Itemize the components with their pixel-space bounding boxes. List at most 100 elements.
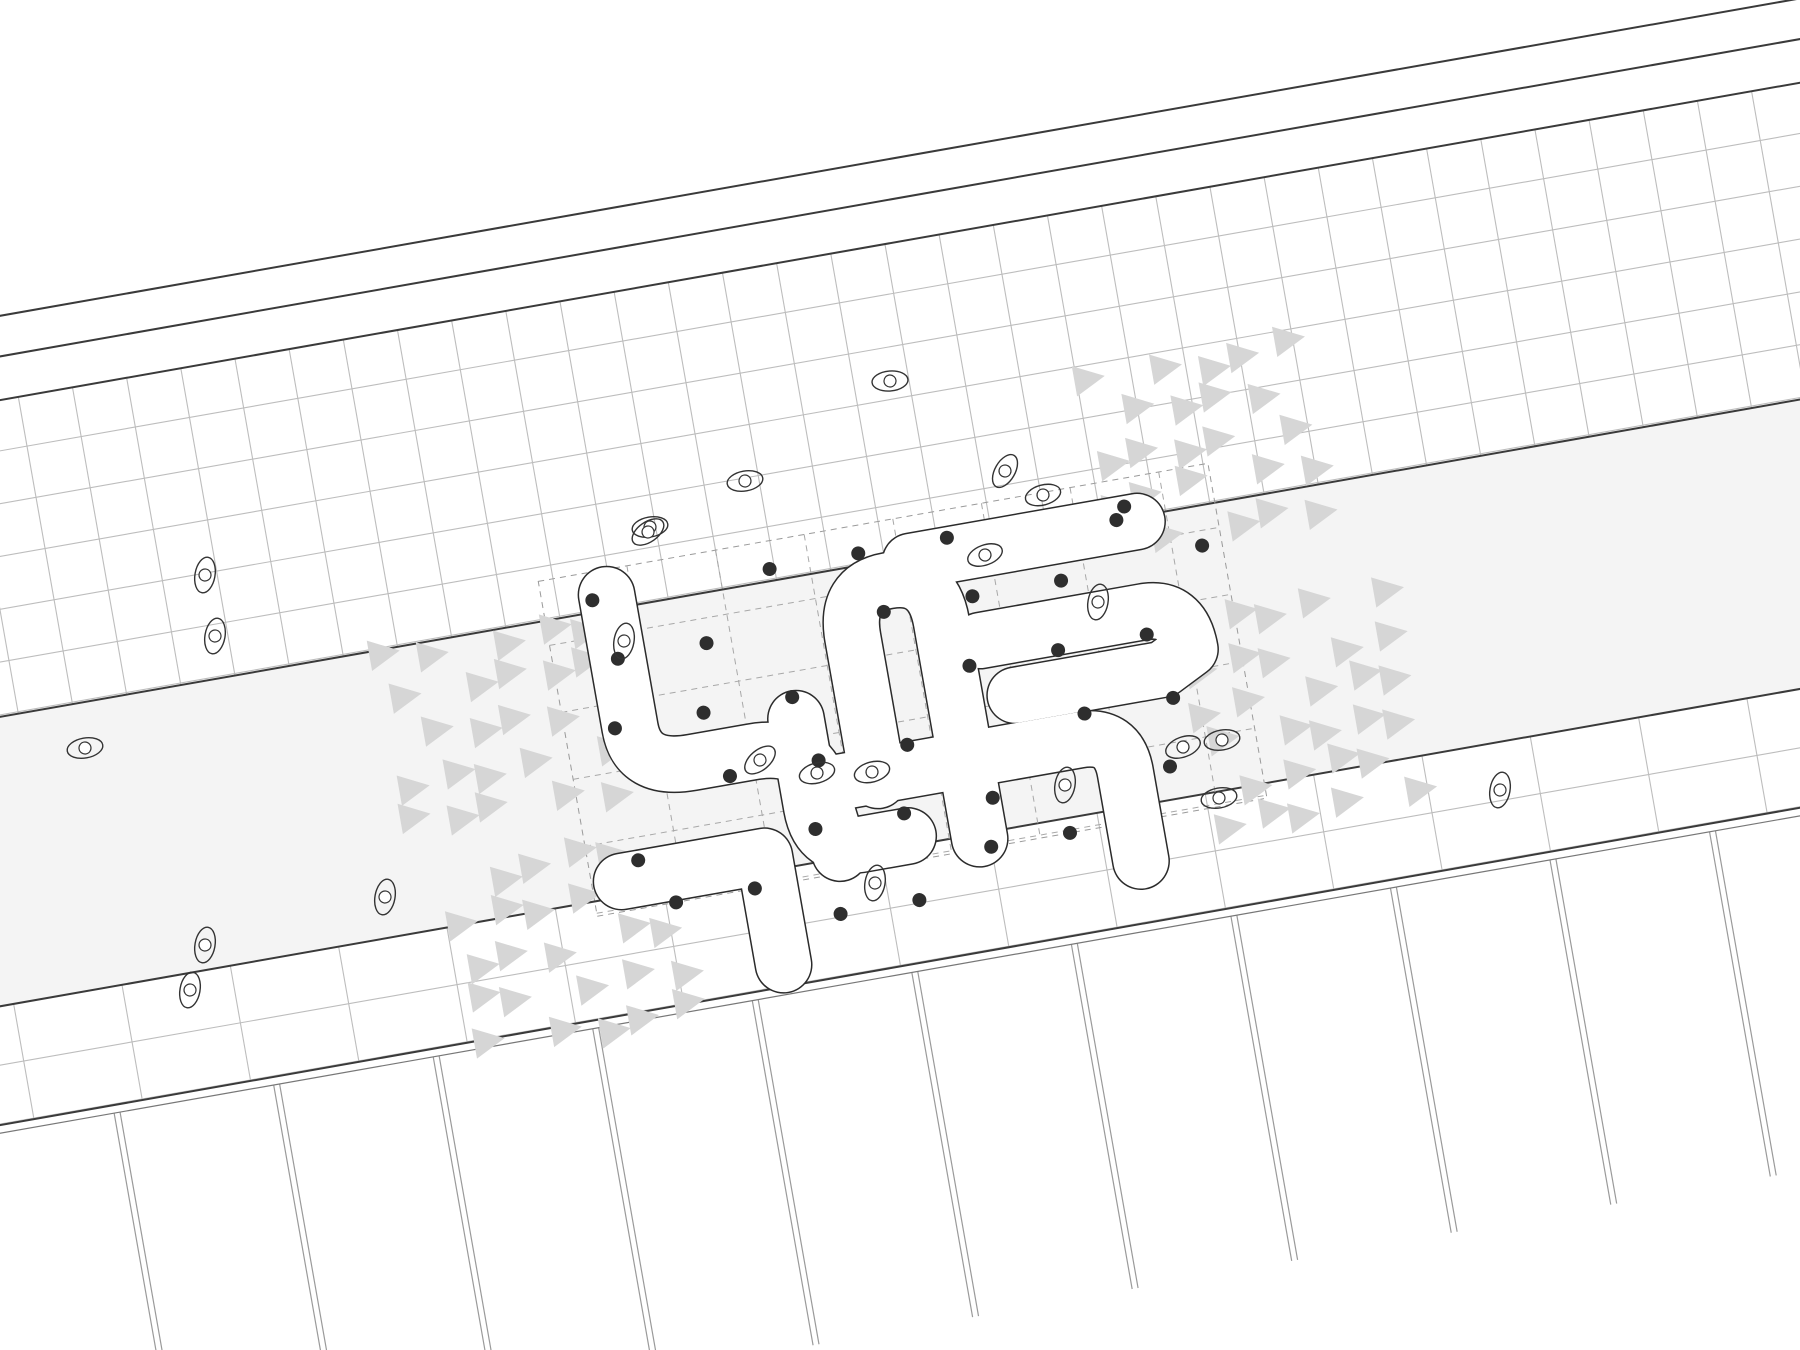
flow-arrow: [1286, 803, 1320, 834]
post-marker: [1077, 706, 1092, 721]
post-marker: [785, 690, 800, 705]
paver-joint: [1638, 717, 1660, 833]
pedestrian-icon: [798, 761, 836, 785]
paver-joint: [17, 396, 74, 705]
paver-joint: [1751, 91, 1800, 399]
flow-arrow: [474, 792, 508, 823]
flow-arrow: [1352, 704, 1386, 735]
paver-joint: [342, 339, 399, 647]
flow-arrow: [1197, 356, 1231, 387]
flow-arrow: [1121, 393, 1155, 425]
flow-arrow: [1279, 414, 1313, 446]
flow-arrow: [563, 837, 597, 868]
flow-arrow: [1374, 621, 1408, 652]
paver-joint: [1204, 793, 1227, 910]
paver-joint: [1313, 774, 1335, 891]
flow-arrow: [1198, 382, 1232, 413]
post-marker: [762, 562, 777, 577]
colonnade-line: [432, 1056, 495, 1350]
colonnade-line: [1236, 915, 1299, 1260]
flow-arrow: [1226, 342, 1260, 374]
paver-joint: [121, 984, 143, 1101]
flow-arrow: [522, 899, 556, 930]
post-marker: [631, 853, 646, 868]
pedestrian-icon: [66, 736, 104, 760]
flow-arrow: [1300, 455, 1334, 487]
flow-arrow: [467, 982, 501, 1013]
flow-arrow: [1279, 715, 1313, 746]
paver-joint: [71, 387, 128, 695]
flow-arrow: [1228, 643, 1262, 674]
colonnade-line: [1395, 886, 1458, 1232]
flow-arrow: [518, 853, 552, 884]
paver-joint: [505, 310, 561, 619]
colonnade-line: [592, 1028, 655, 1350]
flow-arrow: [551, 780, 585, 811]
post-marker: [607, 721, 622, 736]
paver-joint: [396, 329, 453, 638]
flow-arrow: [471, 1028, 505, 1059]
flow-arrow: [567, 883, 601, 914]
flow-arrow: [465, 671, 499, 703]
flow-arrow: [466, 954, 500, 985]
paver-joint: [667, 282, 724, 590]
paver-joint: [288, 349, 344, 657]
paver-joint: [1101, 205, 1157, 514]
post-marker: [1117, 499, 1132, 514]
paver-joint: [559, 301, 615, 609]
post-marker: [984, 839, 999, 854]
post-marker: [808, 822, 823, 837]
flow-arrow: [543, 942, 577, 973]
paver-joint: [1534, 129, 1590, 437]
paver-joint: [830, 253, 886, 561]
post-marker: [985, 790, 1000, 805]
flow-arrow: [489, 866, 523, 898]
pedestrian-walkway: [0, 266, 1800, 1138]
flow-arrow: [1370, 577, 1405, 608]
flow-arrow: [446, 805, 480, 836]
pedestrian-flow-arrows: [366, 326, 1438, 1059]
pedestrian-icon: [853, 760, 891, 784]
flow-arrow: [397, 803, 431, 835]
colonnade-line: [1389, 887, 1452, 1233]
colonnade-line: [278, 1083, 341, 1350]
paver-joint: [0, 603, 1800, 1196]
paver-joint: [1371, 158, 1428, 466]
post-marker: [1162, 759, 1177, 774]
flow-arrow: [1382, 709, 1416, 740]
pedestrian-icon: [991, 453, 1019, 489]
paver-joint: [0, 212, 1800, 805]
flow-arrow: [1227, 511, 1261, 542]
pedestrian-icon: [1086, 583, 1110, 621]
building-facade-inner: [0, 669, 1800, 1262]
flow-arrow: [1349, 660, 1383, 691]
pedestrian-icon: [967, 543, 1003, 567]
flow-arrow: [625, 1005, 659, 1036]
pedestrian-icon: [871, 370, 909, 392]
paver-joint: [1480, 138, 1536, 447]
flow-arrow: [493, 658, 527, 690]
flow-arrow: [1257, 648, 1291, 679]
colonnade-line: [119, 1111, 182, 1350]
colonnade-line: [438, 1055, 501, 1350]
paver-joint: [229, 965, 252, 1082]
flow-arrow: [1231, 687, 1265, 718]
flow-arrow: [1330, 787, 1364, 818]
flow-arrow: [1271, 326, 1305, 358]
post-marker: [1051, 643, 1066, 658]
post-marker: [897, 806, 912, 821]
flow-arrow: [1255, 498, 1289, 529]
flow-arrow: [670, 960, 704, 992]
paver-joint: [451, 320, 507, 628]
colonnade-line: [113, 1113, 176, 1350]
flow-arrow: [420, 716, 454, 747]
colonnade-line: [273, 1084, 336, 1350]
colonnade-line: [1708, 831, 1771, 1177]
flow-arrow: [492, 630, 526, 661]
pedestrian-icon: [1488, 771, 1512, 809]
flow-arrow: [621, 959, 655, 990]
colonnade-line: [1555, 858, 1618, 1204]
post-marker: [962, 658, 977, 673]
colonnade-line: [1714, 830, 1777, 1176]
paver-joint: [884, 243, 940, 552]
